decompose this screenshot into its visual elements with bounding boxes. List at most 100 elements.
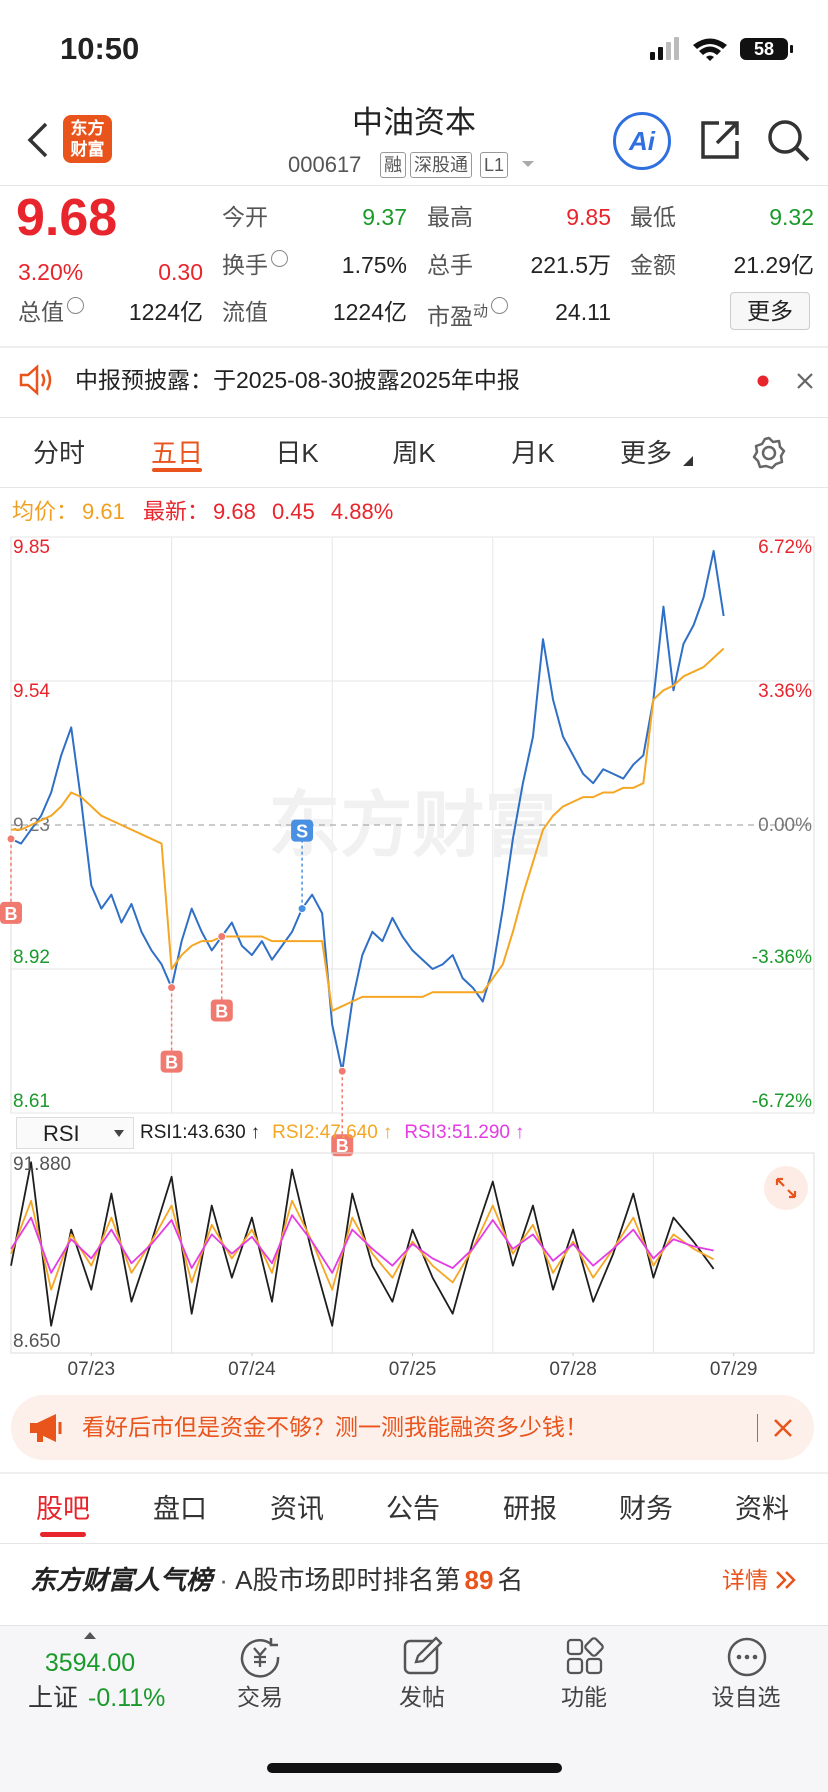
y2-tick-label: 6.72% [758, 537, 812, 558]
legend-trend: ↑ [250, 1122, 261, 1143]
legend-value: 51.290 [451, 1122, 510, 1143]
nav-item[interactable]: 交易 [237, 1684, 283, 1710]
stat-value: 9.32 [769, 204, 814, 230]
notice-icon [19, 364, 52, 396]
banner-icon [30, 1414, 62, 1442]
stat-label: 总手 [427, 252, 473, 278]
ranking-unit: 名 [497, 1565, 524, 1595]
settings-button[interactable] [751, 435, 787, 471]
stock-name: 中油资本 [352, 105, 476, 140]
marker-label: S [296, 822, 308, 842]
banner-text[interactable]: 看好后市但是资金不够？测一测我能融资多少钱！ [82, 1414, 588, 1440]
info-icon[interactable] [67, 297, 84, 314]
x-tick-label: 07/28 [549, 1359, 597, 1380]
status-time: 10:50 [60, 31, 140, 66]
ai-button[interactable]: Ai [613, 112, 671, 170]
tab[interactable]: 更多 [619, 438, 672, 468]
stat-value: 24.11 [555, 299, 611, 325]
divider [0, 1543, 828, 1544]
nav-item[interactable]: 设自选 [711, 1684, 781, 1710]
battery-level: 58 [754, 39, 774, 59]
series-line [10, 1199, 715, 1291]
section-tab-active[interactable]: 股吧 [36, 1494, 90, 1524]
stat-value: 21.29亿 [733, 252, 814, 278]
trade-icon [240, 1638, 280, 1678]
ranking-text: A股市场即时排名第 [235, 1565, 461, 1595]
share-button[interactable] [697, 117, 743, 163]
stat-value: 9.37 [362, 204, 407, 230]
marker-label: B [336, 1136, 349, 1156]
section-tab[interactable]: 公告 [386, 1494, 440, 1524]
back-button[interactable] [24, 120, 54, 160]
search-button[interactable] [765, 117, 813, 165]
notice-text[interactable]: 中报预披露：于2025-08-30披露2025年中报 [75, 367, 520, 393]
legend: RSI1:43.630 ↑ RSI2:47.640 ↑ RSI3:51.290 ↑ [140, 1118, 524, 1148]
tab[interactable]: 月K [511, 438, 555, 468]
index-row[interactable]: 上证 -0.11% [28, 1683, 165, 1713]
section-tab[interactable]: 盘口 [153, 1494, 207, 1524]
stat-label: 最低 [630, 204, 676, 230]
info-icon[interactable] [491, 297, 509, 314]
latest-change: 0.45 [271, 499, 315, 524]
logo-line: 财富 [70, 140, 105, 159]
ranking-link[interactable]: 详情 [722, 1567, 768, 1593]
function-icon [566, 1637, 604, 1675]
stat-label: 流值 [222, 299, 268, 325]
stat-label: 总值 [18, 297, 84, 327]
latest-value: 9.68 [212, 499, 256, 524]
stat-label: 今开 [222, 204, 268, 230]
marker-badge [160, 1050, 183, 1073]
indicator-selector[interactable]: RSI [16, 1117, 134, 1149]
legend-separator: : [182, 1122, 188, 1143]
banner-close[interactable] [773, 1418, 793, 1438]
charts: 东方财富9.859.549.238.928.616.72%3.36%0.00%-… [0, 536, 815, 1380]
change-pct: 3.20% [18, 259, 84, 285]
marker-point [297, 904, 307, 914]
stat-label: 换手 [222, 250, 288, 280]
banner[interactable] [11, 1395, 814, 1460]
x-tick-label: 07/23 [68, 1359, 116, 1380]
expand-button[interactable] [764, 1166, 808, 1210]
tab[interactable]: 周K [392, 438, 436, 468]
tab[interactable]: 日K [275, 438, 319, 468]
index-name: 上证 [28, 1684, 79, 1712]
legend-name: RSI1 [140, 1122, 183, 1143]
status-icons: 58 [650, 37, 793, 61]
dropdown-caret[interactable] [520, 158, 536, 170]
watermark: 东方财富 [268, 786, 556, 866]
marker-label: B [215, 1001, 228, 1021]
notice-controls[interactable] [755, 372, 815, 390]
nav-item[interactable]: 功能 [561, 1684, 607, 1710]
section-tab[interactable]: 资料 [735, 1494, 789, 1524]
legend-trend: ↑ [514, 1122, 525, 1143]
logo-line: 东方 [70, 119, 105, 138]
section-tab[interactable]: 财务 [619, 1494, 673, 1524]
stat-value: 9.85 [566, 204, 611, 230]
tab-active[interactable]: 五日 [150, 438, 203, 468]
x-tick-label: 07/24 [228, 1359, 276, 1380]
section-tab[interactable]: 研报 [503, 1494, 557, 1524]
change: 0.30 [158, 259, 203, 285]
latest-change-pct: 4.88% [330, 499, 394, 524]
y2-tick-label: 3.36% [758, 681, 812, 702]
series-line [10, 549, 725, 1073]
stat-label: 金额 [630, 252, 676, 278]
tab[interactable]: 分时 [32, 438, 85, 468]
nav-item[interactable]: 发帖 [399, 1684, 445, 1710]
legend-name: RSI3 [404, 1122, 447, 1143]
home-indicator [267, 1763, 562, 1773]
summary: 均价： 9.61 最新： 9.68 0.45 4.88% [12, 497, 393, 527]
more-button[interactable]: 更多 [730, 292, 810, 330]
ranking[interactable]: 东方财富人气榜 · A股市场即时排名第 89 名 [30, 1563, 523, 1597]
marker-badge [0, 901, 22, 924]
info-icon[interactable] [271, 250, 288, 267]
x-tick-label: 07/29 [710, 1359, 758, 1380]
stock-code: 000617 [288, 152, 362, 177]
divider [0, 1472, 828, 1474]
marker-point [6, 834, 16, 844]
stat-value: 1.75% [341, 252, 407, 278]
divider [0, 417, 828, 418]
index-value[interactable]: 3594.00 [44, 1649, 136, 1677]
section-tab[interactable]: 资讯 [270, 1494, 324, 1524]
